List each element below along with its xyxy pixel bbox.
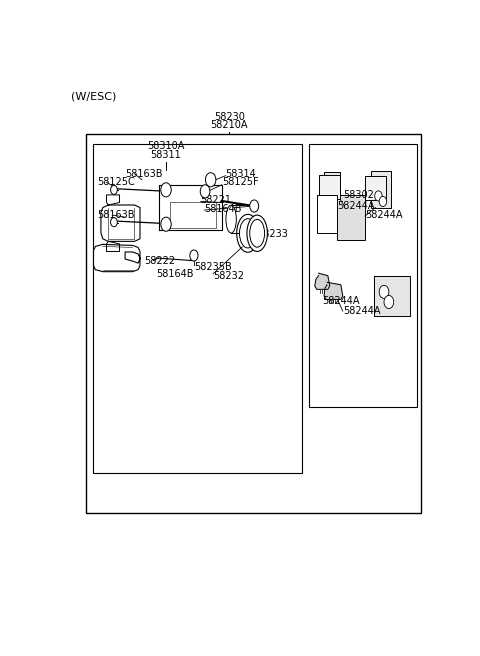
Bar: [309, 144, 417, 407]
Circle shape: [110, 185, 117, 194]
Circle shape: [250, 200, 259, 212]
Circle shape: [200, 185, 210, 198]
Text: 58233: 58233: [257, 229, 288, 239]
Circle shape: [110, 218, 117, 227]
Circle shape: [379, 285, 389, 298]
Text: 58164B: 58164B: [204, 203, 242, 214]
Circle shape: [161, 183, 171, 197]
Circle shape: [190, 250, 198, 261]
Bar: [324, 172, 340, 205]
Text: 58125F: 58125F: [222, 177, 258, 187]
Text: (W/ESC): (W/ESC): [71, 91, 117, 101]
Text: 58230: 58230: [214, 112, 245, 121]
Text: 58221: 58221: [201, 195, 232, 205]
Circle shape: [161, 217, 171, 232]
Text: 58302: 58302: [344, 190, 374, 200]
Bar: [365, 176, 385, 200]
Bar: [317, 195, 337, 233]
Text: 58125C: 58125C: [97, 177, 135, 187]
Circle shape: [384, 295, 394, 308]
Bar: [371, 171, 391, 207]
Text: 58314: 58314: [226, 169, 256, 178]
Text: 58163B: 58163B: [97, 210, 135, 220]
Circle shape: [375, 191, 382, 201]
Text: 58310A: 58310A: [147, 142, 185, 152]
Text: 58235B: 58235B: [195, 262, 232, 272]
Text: 58163B: 58163B: [125, 169, 163, 178]
Text: 58164B: 58164B: [156, 269, 193, 279]
Text: 58244A: 58244A: [365, 210, 403, 220]
Ellipse shape: [247, 215, 267, 251]
Bar: [319, 174, 340, 199]
Ellipse shape: [240, 218, 256, 248]
Ellipse shape: [250, 219, 264, 247]
Bar: [94, 144, 302, 473]
Text: 58244A: 58244A: [343, 306, 380, 316]
Polygon shape: [374, 276, 410, 316]
Bar: [337, 195, 365, 240]
Text: 58222: 58222: [144, 256, 175, 266]
Text: 58210A: 58210A: [211, 120, 248, 131]
Bar: [86, 134, 421, 513]
Polygon shape: [315, 273, 330, 289]
Ellipse shape: [226, 205, 236, 233]
Text: 58232: 58232: [213, 271, 244, 281]
Ellipse shape: [237, 215, 259, 252]
Circle shape: [379, 196, 386, 207]
Circle shape: [205, 173, 216, 187]
Text: 58311: 58311: [151, 150, 181, 160]
Text: 58244A: 58244A: [337, 201, 374, 211]
Polygon shape: [324, 282, 343, 299]
Text: 58244A: 58244A: [322, 296, 360, 306]
